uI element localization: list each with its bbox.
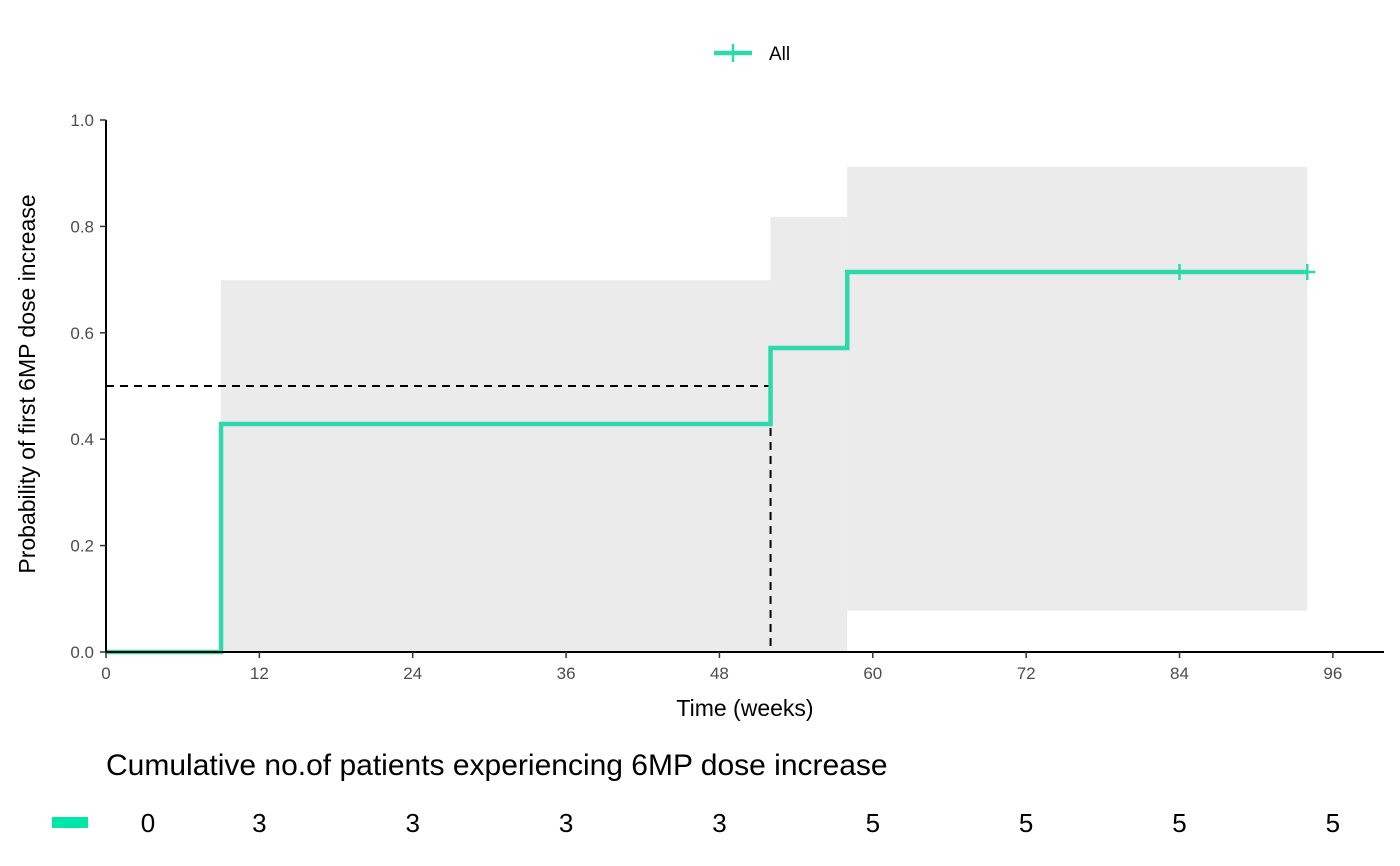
x-tick-label-5: 60 <box>863 664 882 683</box>
risk-count-7: 5 <box>1172 808 1186 838</box>
y-tick-label-3: 0.6 <box>70 324 94 343</box>
y-tick-label-5: 1.0 <box>70 111 94 130</box>
y-tick-label-4: 0.8 <box>70 217 94 236</box>
risk-count-8: 5 <box>1326 808 1340 838</box>
x-tick-label-6: 72 <box>1017 664 1036 683</box>
risk-table: Cumulative no.of patients experiencing 6… <box>52 749 1340 838</box>
legend-label-all: All <box>769 44 790 65</box>
risk-count-2: 3 <box>405 808 419 838</box>
risk-table-strata-key <box>52 817 88 828</box>
censor-mark-0 <box>1171 263 1188 280</box>
risk-count-6: 5 <box>1019 808 1033 838</box>
x-tick-label-1: 12 <box>250 664 269 683</box>
x-tick-label-4: 48 <box>710 664 729 683</box>
axes: 0.0 0.2 0.4 0.6 0.8 1.0 0 12 24 36 48 60 72 84 96 Time … <box>14 111 1384 721</box>
x-tick-label-3: 36 <box>557 664 576 683</box>
ci-segment-0 <box>221 280 771 652</box>
risk-table-title: Cumulative no.of patients experiencing 6… <box>106 749 888 782</box>
survival-curve <box>106 263 1316 655</box>
confidence-band <box>221 166 1308 652</box>
risk-count-5: 5 <box>866 808 880 838</box>
x-tick-label-7: 84 <box>1170 664 1189 683</box>
risk-count-4: 3 <box>712 808 726 838</box>
legend: All <box>714 44 790 65</box>
y-tick-label-1: 0.2 <box>70 537 94 556</box>
y-axis-title: Probability of first 6MP dose increase <box>14 194 40 573</box>
x-axis-title: Time (weeks) <box>676 695 813 721</box>
median-lines <box>106 385 772 652</box>
risk-count-3: 3 <box>559 808 573 838</box>
legend-entry-all: All <box>714 44 790 65</box>
x-tick-label-2: 24 <box>403 664 422 683</box>
ci-segment-2 <box>847 166 1308 611</box>
y-tick-label-2: 0.4 <box>70 430 94 449</box>
x-tick-label-0: 0 <box>101 664 110 683</box>
y-tick-label-0: 0.0 <box>70 643 94 662</box>
x-tick-label-8: 96 <box>1323 664 1342 683</box>
risk-count-0: 0 <box>141 808 155 838</box>
censor-mark-1 <box>1299 263 1316 280</box>
ci-segment-1 <box>770 216 848 652</box>
risk-count-1: 3 <box>252 808 266 838</box>
series-line-all <box>106 269 1308 655</box>
